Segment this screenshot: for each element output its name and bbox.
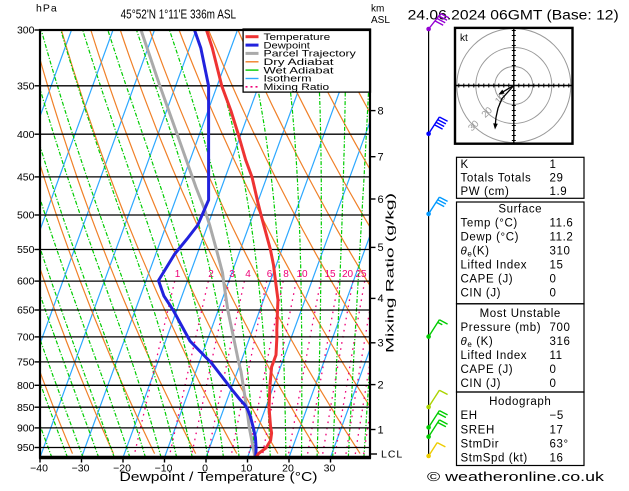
svg-text:CIN (J): CIN (J) [461, 378, 502, 390]
svg-text:Most Unstable: Most Unstable [480, 308, 561, 320]
svg-text:CAPE (J): CAPE (J) [461, 364, 514, 376]
svg-text:CIN (J): CIN (J) [461, 288, 502, 300]
svg-text:6: 6 [267, 269, 273, 280]
svg-text:11: 11 [550, 350, 563, 362]
svg-text:63°: 63° [550, 439, 569, 451]
svg-text:Surface: Surface [498, 204, 542, 216]
svg-text:K: K [461, 159, 469, 171]
svg-text:11.6: 11.6 [550, 218, 574, 230]
svg-text:310: 310 [550, 246, 571, 258]
svg-text:700: 700 [17, 332, 35, 344]
svg-text:750: 750 [17, 357, 35, 369]
svg-text:25: 25 [355, 269, 367, 280]
svg-text:0: 0 [550, 364, 557, 376]
svg-text:900: 900 [17, 423, 35, 435]
svg-text:20: 20 [282, 463, 294, 475]
svg-text:θe(K): θe(K) [461, 246, 490, 259]
svg-text:400: 400 [17, 129, 35, 141]
svg-text:Pressure (mb): Pressure (mb) [461, 322, 542, 334]
svg-text:850: 850 [17, 402, 35, 414]
svg-text:EH: EH [461, 410, 478, 422]
svg-text:316: 316 [550, 336, 571, 348]
svg-text:29: 29 [550, 173, 564, 185]
svg-text:StmDir: StmDir [461, 439, 500, 451]
svg-text:Temperature: Temperature [264, 32, 331, 42]
svg-text:10: 10 [241, 463, 253, 475]
svg-text:11.2: 11.2 [550, 232, 574, 244]
svg-text:Temp (°C): Temp (°C) [461, 218, 518, 230]
svg-text:ASL: ASL [371, 15, 390, 26]
svg-text:550: 550 [17, 244, 35, 256]
svg-text:4: 4 [245, 269, 251, 280]
svg-text:−20: −20 [113, 463, 131, 475]
svg-text:7: 7 [378, 152, 384, 164]
svg-text:0: 0 [550, 378, 557, 390]
svg-text:1: 1 [175, 269, 181, 280]
svg-text:2: 2 [208, 269, 214, 280]
svg-text:Hodograph: Hodograph [489, 396, 551, 408]
svg-text:800: 800 [17, 380, 35, 392]
svg-text:Mixing Ratio (g/kg): Mixing Ratio (g/kg) [385, 193, 397, 353]
svg-text:LCL: LCL [381, 449, 403, 461]
svg-text:30: 30 [324, 463, 336, 475]
svg-text:0: 0 [550, 274, 557, 286]
svg-text:Dewpoint: Dewpoint [264, 40, 311, 50]
svg-text:2: 2 [378, 379, 384, 391]
svg-text:Dry Adiabat: Dry Adiabat [264, 57, 335, 67]
svg-text:SREH: SREH [461, 425, 495, 437]
svg-text:600: 600 [17, 276, 35, 288]
svg-text:5: 5 [378, 242, 384, 254]
svg-text:1: 1 [550, 159, 557, 171]
svg-text:17: 17 [550, 425, 564, 437]
svg-text:1.9: 1.9 [550, 186, 568, 198]
svg-text:kt: kt [460, 33, 468, 44]
svg-text:0: 0 [202, 463, 208, 475]
svg-text:8: 8 [283, 269, 289, 280]
svg-text:Parcel Trajectory: Parcel Trajectory [264, 49, 357, 59]
svg-text:θe (K): θe (K) [461, 336, 494, 349]
svg-text:24.06.2024 06GMT (Base: 12): 24.06.2024 06GMT (Base: 12) [408, 8, 619, 23]
svg-text:650: 650 [17, 305, 35, 317]
svg-text:−30: −30 [72, 463, 90, 475]
svg-text:Lifted Index: Lifted Index [461, 350, 528, 362]
svg-text:hPa: hPa [36, 3, 58, 15]
svg-text:Dewp (°C): Dewp (°C) [461, 232, 520, 244]
svg-text:16: 16 [550, 453, 564, 465]
svg-text:950: 950 [17, 442, 35, 454]
svg-text:8: 8 [378, 105, 384, 117]
svg-text:300: 300 [17, 25, 35, 37]
svg-text:Mixing Ratio: Mixing Ratio [264, 82, 330, 92]
svg-text:350: 350 [17, 80, 35, 92]
svg-text:1: 1 [378, 424, 384, 436]
svg-text:20: 20 [342, 269, 354, 280]
svg-text:© weatheronline.co.uk: © weatheronline.co.uk [427, 469, 605, 484]
svg-text:45°52'N 1°11'E 336m ASL: 45°52'N 1°11'E 336m ASL [121, 8, 237, 22]
svg-text:Dewpoint / Temperature (°C): Dewpoint / Temperature (°C) [120, 469, 318, 484]
svg-text:−5: −5 [550, 410, 564, 422]
svg-text:10: 10 [296, 269, 308, 280]
svg-text:Isotherm: Isotherm [264, 74, 312, 84]
svg-text:−40: −40 [30, 463, 48, 475]
svg-text:Lifted Index: Lifted Index [461, 260, 528, 272]
svg-text:Totals Totals: Totals Totals [461, 173, 532, 185]
svg-text:450: 450 [17, 172, 35, 184]
svg-text:3: 3 [229, 269, 235, 280]
svg-text:3: 3 [378, 338, 384, 350]
svg-text:PW (cm): PW (cm) [461, 186, 510, 198]
svg-text:Wet Adiabat: Wet Adiabat [264, 65, 335, 75]
svg-text:700: 700 [550, 322, 571, 334]
svg-text:StmSpd (kt): StmSpd (kt) [461, 453, 528, 465]
svg-text:15: 15 [550, 260, 564, 272]
svg-text:4: 4 [378, 293, 384, 305]
svg-text:−10: −10 [155, 463, 173, 475]
svg-text:CAPE (J): CAPE (J) [461, 274, 514, 286]
svg-text:6: 6 [378, 194, 384, 206]
svg-text:0: 0 [550, 288, 557, 300]
svg-text:15: 15 [324, 269, 336, 280]
svg-text:500: 500 [17, 210, 35, 222]
svg-text:km: km [371, 4, 384, 15]
